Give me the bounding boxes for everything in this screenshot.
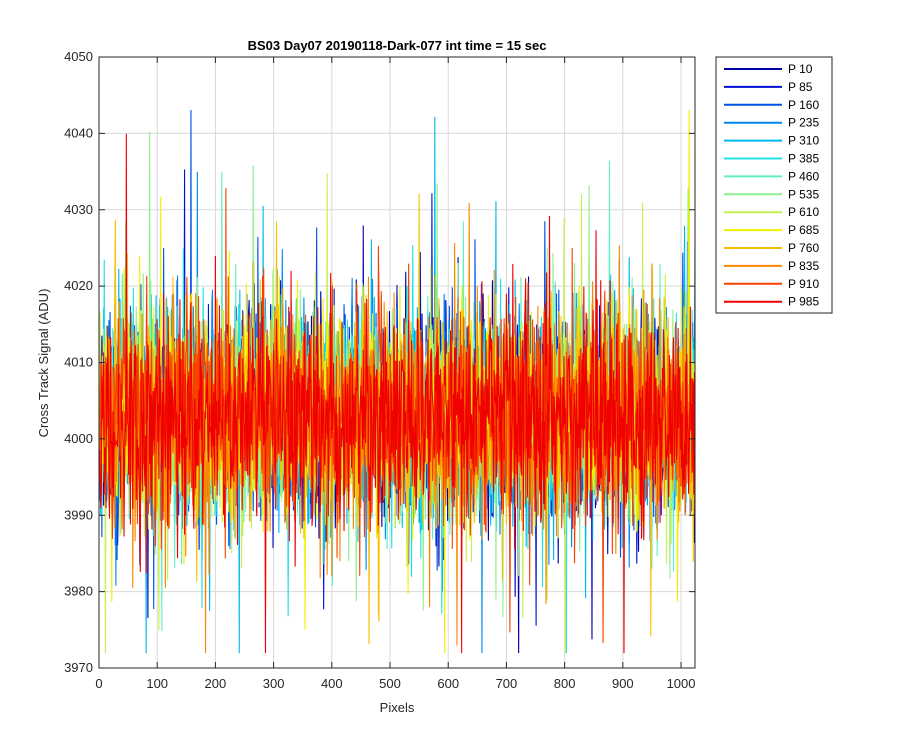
y-tick-label: 3980 xyxy=(64,584,93,599)
legend-box xyxy=(715,56,833,314)
y-tick-label: 4040 xyxy=(64,125,93,140)
legend-label: P 310 xyxy=(788,134,819,148)
legend-label: P 910 xyxy=(788,277,819,291)
legend-label: P 535 xyxy=(788,187,819,201)
x-tick-label: 100 xyxy=(146,676,168,691)
legend-label: P 460 xyxy=(788,169,819,183)
legend-label: P 160 xyxy=(788,98,819,112)
legend-label: P 10 xyxy=(788,62,813,76)
x-tick-label: 600 xyxy=(437,676,459,691)
legend-label: P 85 xyxy=(788,80,813,94)
y-tick-label: 4030 xyxy=(64,202,93,217)
axis-ticks: 0 100 200 300 400 500 600 700 800 900 1000 3970 3980… xyxy=(64,49,695,691)
y-tick-label: 4010 xyxy=(64,355,93,370)
x-tick-label: 800 xyxy=(554,676,576,691)
x-tick-label: 1000 xyxy=(667,676,696,691)
y-tick-label: 4020 xyxy=(64,278,93,293)
legend-label: P 610 xyxy=(788,205,819,219)
legend-label: P 235 xyxy=(788,116,819,130)
series-layer xyxy=(99,109,695,654)
y-tick-label: 4000 xyxy=(64,431,93,446)
x-tick-label: 0 xyxy=(95,676,102,691)
x-axis-title: Pixels xyxy=(380,700,415,715)
y-tick-label: 3970 xyxy=(64,660,93,675)
legend: P 10 P 85 P 160 P 235 P 310 P 385 P 460 P 535 P … xyxy=(715,56,833,314)
legend-label: P 685 xyxy=(788,223,819,237)
y-tick-label: 3990 xyxy=(64,507,93,522)
legend-label: P 760 xyxy=(788,241,819,255)
series-line xyxy=(99,133,695,654)
y-tick-label: 4050 xyxy=(64,49,93,64)
legend-label: P 385 xyxy=(788,152,819,166)
y-axis-title: Cross Track Signal (ADU) xyxy=(36,289,51,438)
x-tick-label: 500 xyxy=(379,676,401,691)
x-tick-label: 300 xyxy=(263,676,285,691)
chart-title: BS03 Day07 20190118-Dark-077 int time = … xyxy=(248,38,547,53)
x-tick-label: 900 xyxy=(612,676,634,691)
x-tick-label: 200 xyxy=(205,676,227,691)
x-tick-label: 700 xyxy=(496,676,518,691)
x-tick-label: 400 xyxy=(321,676,343,691)
legend-label: P 835 xyxy=(788,259,819,273)
legend-label: P 985 xyxy=(788,295,819,309)
